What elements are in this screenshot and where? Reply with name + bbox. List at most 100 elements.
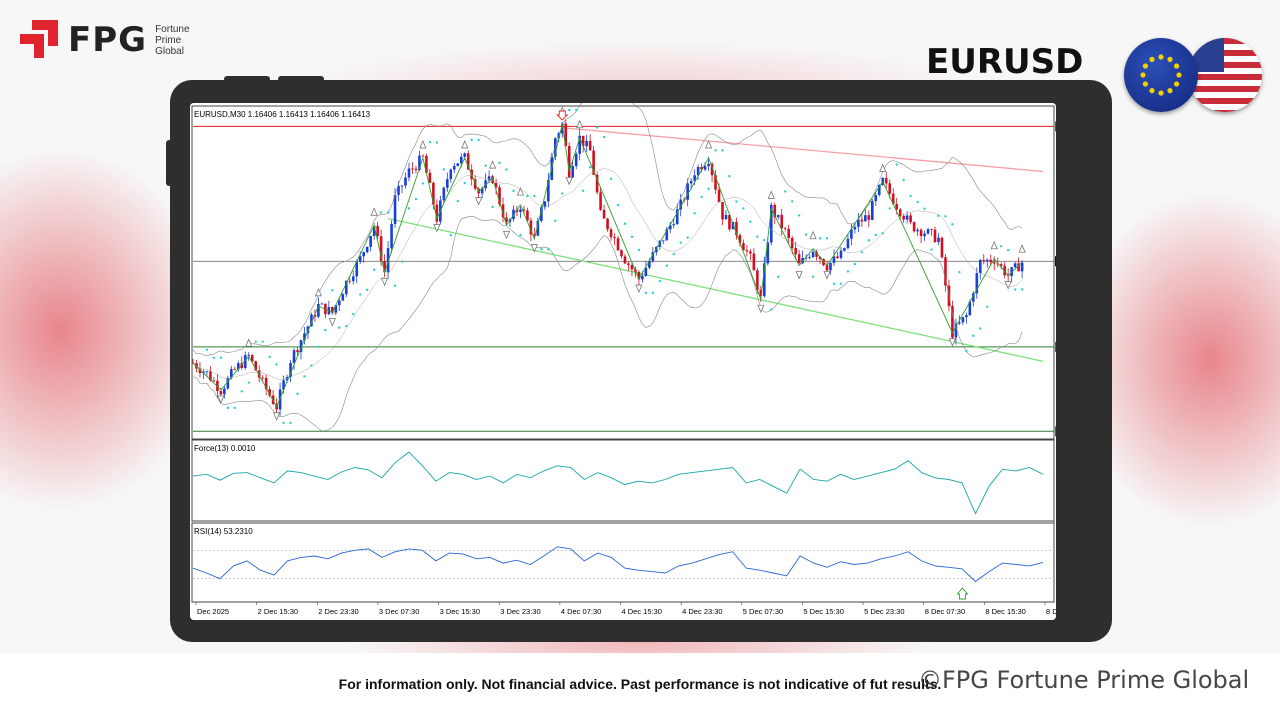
candle-body xyxy=(365,246,369,253)
candle-body xyxy=(707,163,710,167)
candle-body xyxy=(463,153,467,157)
candle-body xyxy=(240,363,244,368)
candle-body xyxy=(891,193,895,204)
sar-dot xyxy=(449,233,452,237)
candle-body xyxy=(480,188,484,194)
logo-text: FPG xyxy=(68,20,148,60)
price-level-box xyxy=(1055,341,1056,352)
candle-body xyxy=(334,305,338,313)
logo-subtitle: Fortune Prime Global xyxy=(155,24,189,57)
sar-dot xyxy=(714,149,717,152)
candle-body xyxy=(853,226,857,230)
sar-dot xyxy=(623,222,627,225)
candle-body xyxy=(1010,267,1013,276)
candle-body xyxy=(749,251,752,254)
sar-dot xyxy=(365,288,369,292)
fpg-logo-icon xyxy=(18,18,62,62)
candle-body xyxy=(926,229,930,234)
fractal-up-icon xyxy=(245,338,253,347)
sar-dot xyxy=(630,235,634,238)
sar-dot xyxy=(999,245,1003,248)
candle-body xyxy=(358,256,362,262)
fractal-up-icon xyxy=(314,288,322,297)
fractal-down-icon xyxy=(273,412,281,421)
candle-body xyxy=(261,377,264,379)
candle-body xyxy=(344,280,348,295)
candle-body xyxy=(627,263,630,265)
candle-body xyxy=(648,261,651,268)
candle-body xyxy=(675,209,679,225)
sar-dot xyxy=(533,194,536,198)
fractal-down-icon xyxy=(948,338,956,347)
candle-body xyxy=(407,168,411,178)
x-tick-label: 4 Dec 15:30 xyxy=(622,607,662,616)
sar-dot xyxy=(254,340,257,343)
x-tick-label: 8 Dec 23:30 xyxy=(1046,607,1056,616)
sar-dot xyxy=(763,238,766,242)
candle-body xyxy=(937,237,940,243)
sar-dot xyxy=(609,177,613,181)
us-flag-icon xyxy=(1188,38,1262,112)
candle-body xyxy=(606,218,609,230)
candle-body xyxy=(884,177,888,184)
sar-dot xyxy=(839,282,843,285)
candle-body xyxy=(1003,265,1006,276)
candle-body xyxy=(292,350,296,364)
candle-body xyxy=(703,166,707,170)
candle-body xyxy=(763,263,766,297)
sar-dot xyxy=(574,108,578,112)
candle-body xyxy=(679,199,683,210)
sar-dot xyxy=(672,252,675,256)
price-level-box xyxy=(1055,121,1056,132)
candle-body xyxy=(714,175,717,190)
fractal-down-icon xyxy=(1004,281,1012,290)
candle-body xyxy=(202,371,205,374)
x-tick-label: 2 Dec 15:30 xyxy=(258,607,298,616)
sar-dot xyxy=(665,264,668,267)
sar-dot xyxy=(498,161,501,165)
sar-dot xyxy=(651,291,655,295)
fractal-down-icon xyxy=(757,304,765,314)
x-tick-label: 5 Dec 07:30 xyxy=(743,607,783,616)
candle-body xyxy=(560,123,564,134)
sar-dot xyxy=(372,268,376,271)
sar-dot xyxy=(707,187,710,190)
disclaimer-text: For information only. Not financial advi… xyxy=(338,676,888,692)
candle-body xyxy=(742,243,745,251)
candle-body xyxy=(672,224,676,226)
sar-dot xyxy=(554,219,557,222)
x-tick-label: 4 Dec 23:30 xyxy=(682,607,722,616)
sar-dot xyxy=(289,421,292,425)
sar-dot xyxy=(338,326,341,329)
candle-body xyxy=(940,237,944,258)
candle-body xyxy=(864,215,867,222)
sar-dot xyxy=(219,356,223,360)
candle-body xyxy=(944,257,947,286)
candle-body xyxy=(341,294,345,301)
chart-screen: 1.168151.167151.166251.165301.164401.163… xyxy=(190,103,1056,620)
candle-body xyxy=(540,207,543,221)
candle-body xyxy=(696,167,700,176)
sar-dot xyxy=(226,406,230,410)
eu-flag-icon xyxy=(1124,38,1198,112)
fractal-up-icon xyxy=(576,119,584,129)
candle-body xyxy=(404,177,407,186)
sar-dot xyxy=(407,207,411,210)
sar-dot xyxy=(895,163,898,166)
sar-dot xyxy=(825,237,829,240)
candle-body xyxy=(585,140,588,147)
candle-body xyxy=(223,388,226,395)
x-tick-label: 4 Dec 07:30 xyxy=(561,607,601,616)
candle-body xyxy=(912,222,916,232)
candle-body xyxy=(968,301,972,316)
fractal-down-icon xyxy=(530,244,538,253)
candle-body xyxy=(829,262,832,271)
candle-body xyxy=(418,155,421,170)
candle-body xyxy=(494,183,498,188)
candle-body xyxy=(400,185,404,187)
sar-dot xyxy=(749,220,752,223)
candle-body xyxy=(999,264,1003,266)
candle-body xyxy=(776,214,780,218)
sar-dot xyxy=(616,203,620,207)
sar-dot xyxy=(818,237,822,240)
